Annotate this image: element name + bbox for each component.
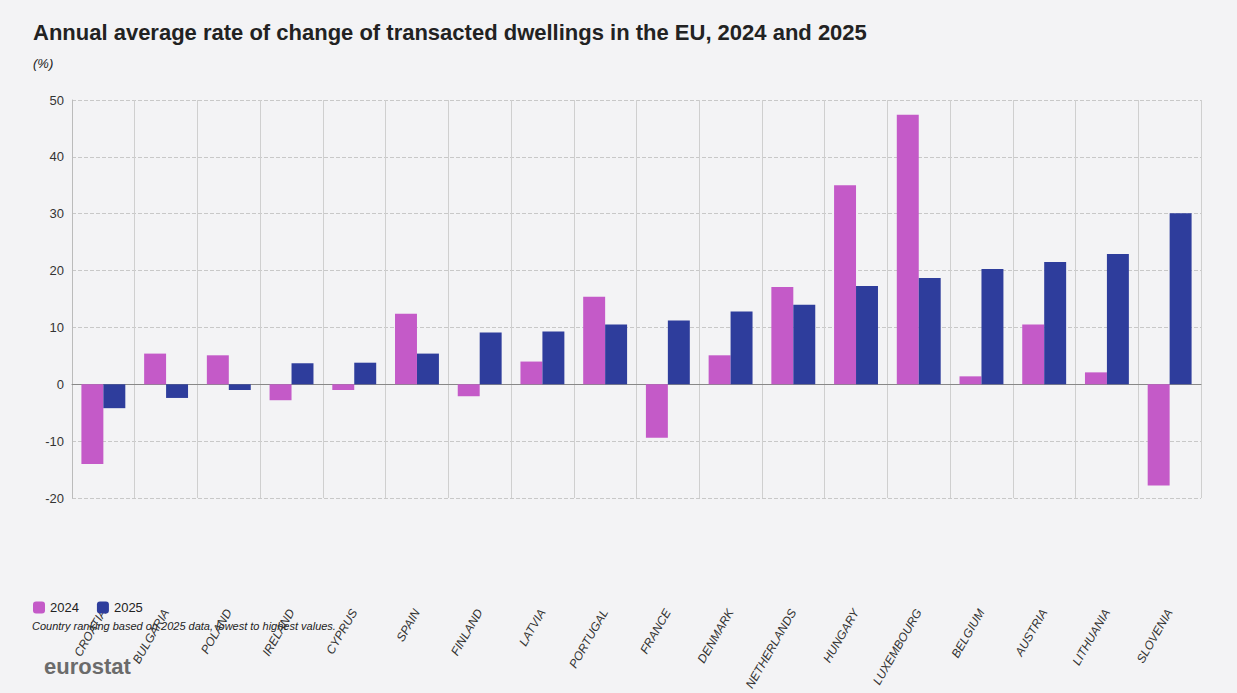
svg-text:NETHERLANDS: NETHERLANDS bbox=[743, 607, 800, 691]
svg-text:DENMARK: DENMARK bbox=[695, 606, 738, 666]
svg-text:LITHUANIA: LITHUANIA bbox=[1070, 607, 1113, 668]
svg-text:FINLAND: FINLAND bbox=[448, 606, 486, 658]
svg-text:0: 0 bbox=[57, 377, 64, 392]
svg-text:Annual average rate of change: Annual average rate of change of transac… bbox=[33, 20, 867, 45]
svg-text:CROATIA: CROATIA bbox=[71, 606, 110, 659]
svg-text:SPAIN: SPAIN bbox=[393, 606, 423, 644]
svg-text:BELGIUM: BELGIUM bbox=[948, 607, 987, 661]
svg-text:Country ranking based on 2025: Country ranking based on 2025 data, lowe… bbox=[32, 619, 336, 632]
svg-text:FRANCE: FRANCE bbox=[637, 606, 674, 657]
svg-text:HUNGARY: HUNGARY bbox=[820, 606, 862, 665]
svg-text:CYPRUS: CYPRUS bbox=[323, 607, 360, 657]
svg-text:eurostat: eurostat bbox=[44, 654, 131, 679]
svg-text:30: 30 bbox=[50, 206, 64, 221]
svg-text:-10: -10 bbox=[45, 434, 64, 449]
svg-text:2025: 2025 bbox=[114, 600, 143, 615]
svg-text:PORTUGAL: PORTUGAL bbox=[566, 607, 611, 671]
svg-text:40: 40 bbox=[50, 149, 64, 164]
svg-text:2024: 2024 bbox=[50, 600, 79, 615]
svg-text:-20: -20 bbox=[45, 491, 64, 506]
svg-text:20: 20 bbox=[50, 263, 64, 278]
svg-text:50: 50 bbox=[50, 93, 64, 108]
svg-text:SLOVENIA: SLOVENIA bbox=[1134, 607, 1176, 666]
svg-text:LATVIA: LATVIA bbox=[516, 607, 548, 649]
svg-text:POLAND: POLAND bbox=[198, 606, 235, 656]
svg-text:AUSTRIA: AUSTRIA bbox=[1012, 607, 1051, 660]
svg-text:(%): (%) bbox=[33, 56, 53, 71]
svg-text:BULGARIA: BULGARIA bbox=[130, 607, 172, 666]
svg-text:IRELAND: IRELAND bbox=[259, 606, 297, 658]
svg-text:10: 10 bbox=[50, 320, 64, 335]
svg-text:LUXEMBOURG: LUXEMBOURG bbox=[870, 607, 925, 688]
